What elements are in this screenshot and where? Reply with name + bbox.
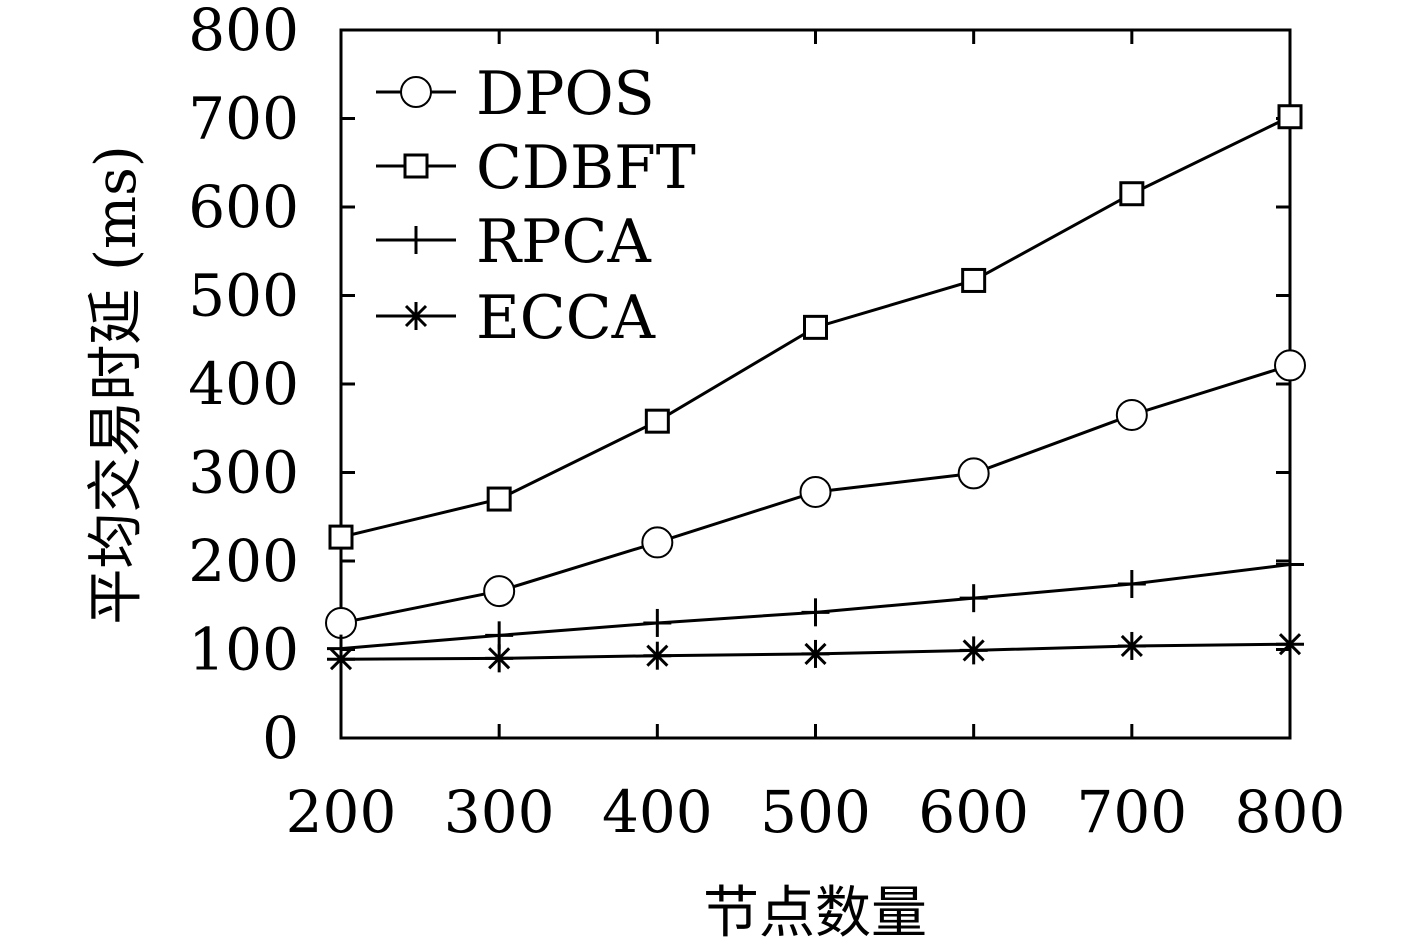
series-cdbft xyxy=(328,104,1303,550)
x-tick-label: 600 xyxy=(918,778,1029,846)
x-tick-label: 200 xyxy=(286,778,397,846)
data-point-ecca xyxy=(801,639,830,668)
y-axis-ticks: 0 100 200 300 400 500 600 700 800 xyxy=(188,0,1290,772)
series-ecca xyxy=(327,630,1304,674)
data-point-dpos xyxy=(957,457,990,490)
series-dpos xyxy=(325,349,1306,639)
x-tick-label: 500 xyxy=(760,778,871,846)
data-point-dpos xyxy=(799,475,832,508)
data-point-dpos xyxy=(1274,349,1306,382)
legend-marker-ecca xyxy=(402,302,430,330)
data-point-ecca xyxy=(327,645,355,674)
data-point-dpos xyxy=(325,606,357,639)
data-point-ecca xyxy=(643,641,672,670)
legend-label-dpos: DPOS xyxy=(476,59,655,129)
x-tick-label: 400 xyxy=(602,778,713,846)
data-point-cdbft xyxy=(1277,104,1303,130)
data-point-rpca xyxy=(1276,550,1304,579)
legend-marker-rpca xyxy=(402,226,430,254)
data-point-cdbft xyxy=(644,408,670,434)
y-tick-label: 400 xyxy=(188,350,299,418)
series-layer xyxy=(325,104,1306,674)
legend-marker-cdbft xyxy=(403,153,429,179)
x-tick-label: 800 xyxy=(1235,778,1346,846)
legend-item-cdbft: CDBFT xyxy=(376,133,696,203)
data-point-cdbft xyxy=(961,267,987,293)
data-point-rpca xyxy=(643,608,672,637)
data-point-ecca xyxy=(959,636,988,665)
y-tick-label: 200 xyxy=(188,527,299,595)
data-point-ecca xyxy=(1117,631,1146,660)
legend-item-dpos: DPOS xyxy=(376,59,655,129)
data-point-dpos xyxy=(641,526,674,559)
y-tick-label: 0 xyxy=(262,704,299,772)
legend-label-rpca: RPCA xyxy=(476,207,651,277)
data-point-rpca xyxy=(801,598,830,627)
y-tick-label: 700 xyxy=(188,85,299,153)
data-point-cdbft xyxy=(803,314,828,340)
legend-marker-dpos xyxy=(400,76,432,108)
legend-item-ecca: ECCA xyxy=(376,283,656,353)
x-tick-label: 700 xyxy=(1076,778,1187,846)
data-point-rpca xyxy=(959,584,988,613)
series-rpca xyxy=(327,550,1304,663)
y-tick-label: 500 xyxy=(188,262,299,330)
y-tick-label: 300 xyxy=(188,439,299,507)
y-tick-label: 100 xyxy=(188,616,299,684)
x-axis-ticks: 200 300 400 500 600 700 800 xyxy=(286,30,1346,846)
y-axis-label: 平均交易时延 (ms) xyxy=(84,145,149,624)
data-point-ecca xyxy=(485,644,514,673)
x-axis-label: 节点数量 xyxy=(703,881,927,945)
data-point-dpos xyxy=(483,575,516,608)
legend-label-ecca: ECCA xyxy=(476,283,656,353)
legend-label-cdbft: CDBFT xyxy=(476,133,696,203)
y-tick-label: 800 xyxy=(188,0,299,64)
data-point-dpos xyxy=(1115,398,1148,431)
data-point-ecca xyxy=(1276,630,1304,659)
x-tick-label: 300 xyxy=(444,778,555,846)
data-point-rpca xyxy=(1117,570,1146,599)
data-point-cdbft xyxy=(328,524,354,550)
y-tick-label: 600 xyxy=(188,173,299,241)
data-point-cdbft xyxy=(1119,181,1145,207)
data-point-cdbft xyxy=(486,486,512,512)
legend-item-rpca: RPCA xyxy=(376,207,651,277)
